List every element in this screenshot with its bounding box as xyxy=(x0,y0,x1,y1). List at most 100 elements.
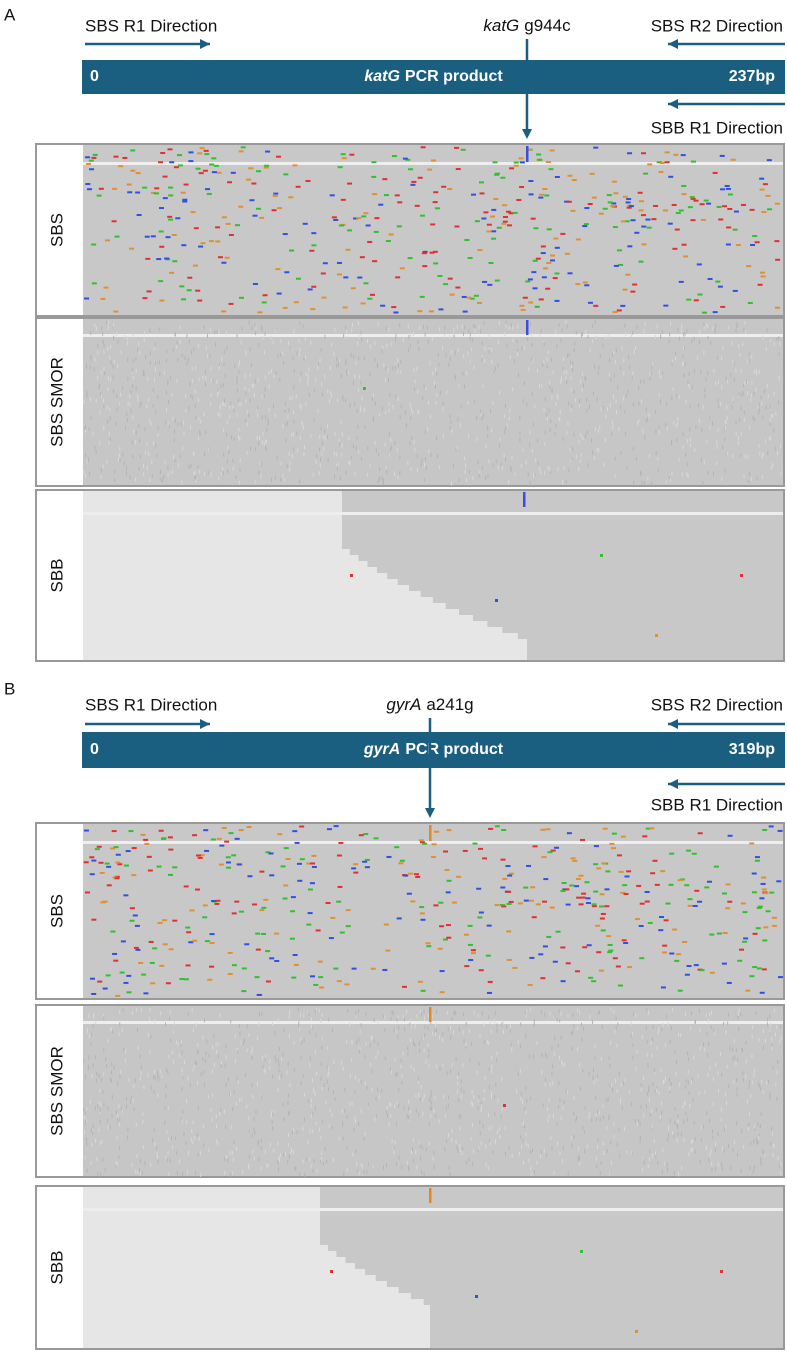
read-tick xyxy=(84,1111,86,1116)
read-tick xyxy=(595,1112,597,1117)
mismatch xyxy=(546,935,552,938)
read-tick xyxy=(612,1087,614,1092)
read-tick xyxy=(331,342,333,347)
read-tick xyxy=(754,1068,756,1073)
mismatch xyxy=(202,916,208,919)
read-tick xyxy=(133,1084,135,1089)
read-tick xyxy=(516,339,518,344)
mismatch xyxy=(550,254,556,257)
track-label: SBS xyxy=(47,894,66,928)
read-tick xyxy=(621,1106,623,1111)
read-tick xyxy=(98,1128,100,1133)
read-tick xyxy=(519,438,521,443)
read-tick xyxy=(227,1077,229,1082)
read-tick xyxy=(484,346,486,351)
read-tick xyxy=(637,421,639,426)
read-tick xyxy=(255,1109,257,1114)
read-tick xyxy=(108,320,110,325)
read-tick xyxy=(256,1036,258,1041)
read-tick xyxy=(580,1022,582,1027)
read-tick xyxy=(208,1148,210,1153)
read-tick xyxy=(687,473,689,478)
read-tick xyxy=(733,1079,735,1084)
read-tick xyxy=(710,341,712,346)
read-tick xyxy=(99,410,101,415)
mismatch xyxy=(347,182,353,185)
read-tick xyxy=(285,438,287,443)
mismatch xyxy=(669,952,675,955)
read-tick xyxy=(86,390,88,395)
read-tick xyxy=(776,1025,778,1030)
read-tick xyxy=(648,1088,650,1093)
read-tick xyxy=(673,1171,675,1176)
mismatch xyxy=(699,969,705,972)
read-tick xyxy=(476,416,478,421)
read-tick xyxy=(239,458,241,463)
read-tick xyxy=(500,1114,502,1119)
read-tick xyxy=(678,1082,680,1087)
read-tick xyxy=(344,1108,346,1113)
read-tick xyxy=(531,342,533,347)
read-tick xyxy=(109,1125,111,1130)
mismatch xyxy=(554,299,560,302)
mismatch xyxy=(760,275,766,278)
read-tick xyxy=(721,1162,723,1167)
mismatch xyxy=(615,965,621,968)
mismatch xyxy=(189,909,195,912)
read-tick xyxy=(770,1141,772,1146)
read-tick xyxy=(91,1073,93,1078)
read-tick xyxy=(431,1014,433,1019)
read-tick xyxy=(722,1147,724,1152)
read-tick xyxy=(135,386,137,391)
read-tick xyxy=(341,1108,343,1113)
read-tick xyxy=(693,1055,695,1060)
read-tick xyxy=(131,1162,133,1167)
read-tick xyxy=(477,460,479,465)
read-tick xyxy=(693,1121,695,1126)
read-tick xyxy=(371,1087,373,1092)
read-tick xyxy=(544,471,546,476)
mismatch xyxy=(142,186,148,189)
read-tick xyxy=(293,385,295,390)
read-tick xyxy=(254,1130,256,1135)
mismatch xyxy=(179,978,185,981)
read-tick xyxy=(572,446,574,451)
mismatch xyxy=(167,836,173,839)
read-tick xyxy=(419,1009,421,1014)
read-tick xyxy=(345,470,347,475)
read-tick xyxy=(544,397,546,402)
read-tick xyxy=(709,1118,711,1123)
read-tick xyxy=(168,1172,170,1177)
mismatch xyxy=(625,201,631,204)
mismatch xyxy=(704,886,710,889)
mismatch xyxy=(461,295,467,298)
read-tick xyxy=(179,325,181,330)
read-tick xyxy=(448,1165,450,1170)
read-tick xyxy=(304,1172,306,1177)
read-tick xyxy=(496,1130,498,1135)
mismatch xyxy=(548,168,554,171)
mismatch xyxy=(114,235,120,238)
read-tick xyxy=(374,401,376,406)
read-tick xyxy=(129,394,131,399)
read-tick xyxy=(118,1155,120,1160)
read-tick xyxy=(558,1009,560,1014)
read-tick xyxy=(409,1022,411,1027)
read-tick xyxy=(426,325,428,330)
mismatch xyxy=(709,971,715,974)
read-tick xyxy=(100,467,102,472)
read-tick xyxy=(606,407,608,412)
read-tick xyxy=(734,1055,736,1060)
read-tick xyxy=(710,1010,712,1015)
read-tick xyxy=(372,415,374,420)
read-tick xyxy=(488,459,490,464)
read-tick xyxy=(96,327,98,332)
mismatch xyxy=(475,1295,478,1298)
read-tick xyxy=(526,402,528,407)
read-tick xyxy=(139,404,141,409)
read-tick xyxy=(752,1025,754,1030)
mismatch xyxy=(259,909,265,912)
read-tick xyxy=(303,1013,305,1018)
read-tick xyxy=(442,1032,444,1037)
read-tick xyxy=(377,1050,379,1055)
